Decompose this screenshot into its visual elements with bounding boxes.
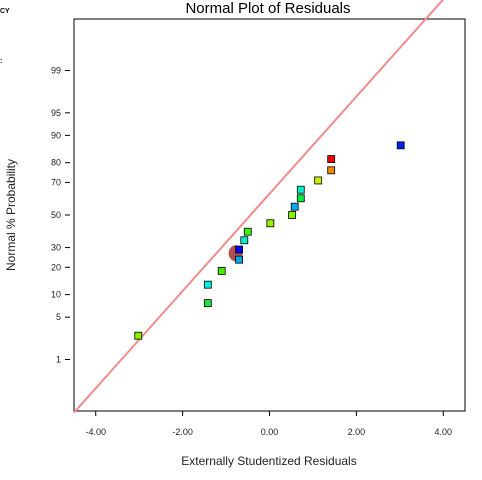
data-point [240,236,249,245]
data-point [217,267,226,275]
data-point [296,194,305,203]
y-tick-label: 70 [51,177,61,187]
data-point [327,166,336,175]
x-tick-label: 4.00 [435,427,453,437]
y-tick-label: 80 [51,158,61,168]
data-point [235,255,243,264]
data-point [288,211,296,219]
chart-title: Normal Plot of Residuals [185,0,350,17]
side-label-top: CY [0,8,10,15]
reference-line [73,0,445,414]
data-point [235,245,243,254]
y-axis-ticks: 1 5 10 20 30 50 70 80 90 95 99 [51,66,70,365]
data-points [134,141,405,340]
y-tick-label: 30 [51,243,61,253]
x-tick-label: 0.00 [261,427,279,437]
y-axis-label: Normal % Probability [4,159,18,271]
data-point [266,219,275,228]
data-point [290,202,299,211]
y-tick-label: 99 [51,66,61,76]
data-point [296,185,305,194]
y-tick-label: 5 [56,312,61,322]
data-point [134,331,143,340]
data-point [203,299,212,308]
side-label-dots: : [0,58,2,65]
x-axis-ticks: -4.00 -2.00 0.00 2.00 4.00 [85,411,452,437]
x-tick-label: 2.00 [348,427,366,437]
data-point [243,227,252,236]
x-tick-label: -2.00 [172,427,193,437]
y-tick-label: 50 [51,210,61,220]
y-tick-label: 20 [51,262,61,272]
data-point [203,280,212,289]
y-tick-label: 10 [51,290,61,300]
data-point [314,176,323,185]
x-tick-label: -4.00 [85,427,106,437]
y-tick-label: 95 [51,108,61,118]
plot-frame [73,18,466,412]
x-axis-label: Externally Studentized Residuals [181,454,356,468]
y-tick-label: 90 [51,130,61,140]
data-point [327,155,336,163]
data-point [396,141,405,150]
y-tick-label: 1 [56,355,61,365]
